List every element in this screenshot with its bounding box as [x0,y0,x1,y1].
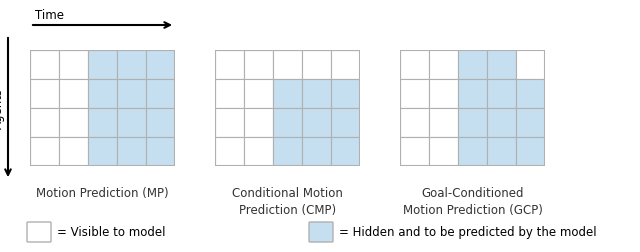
Bar [302,137,331,166]
Bar [400,108,429,137]
Bar [458,79,487,108]
Bar [516,108,545,137]
Bar [215,108,244,137]
Bar [487,79,516,108]
Bar [487,137,516,166]
Bar [516,137,545,166]
Bar [458,137,487,166]
Bar [331,108,360,137]
Bar [117,108,146,137]
Bar [516,50,545,79]
Bar [117,137,146,166]
FancyBboxPatch shape [27,222,51,242]
Text: = Hidden and to be predicted by the model: = Hidden and to be predicted by the mode… [339,226,596,239]
Bar [59,79,88,108]
Text: Time: Time [35,9,64,22]
Bar [30,79,59,108]
Bar [331,137,360,166]
Bar [215,79,244,108]
Bar [146,137,175,166]
Bar [59,108,88,137]
Bar [400,79,429,108]
Bar [244,79,273,108]
Bar [30,50,59,79]
Bar [273,108,302,137]
Bar [331,50,360,79]
Bar [30,137,59,166]
Bar [400,50,429,79]
Text: Motion Prediction (MP): Motion Prediction (MP) [36,186,169,199]
Bar [429,137,458,166]
Bar [215,50,244,79]
Text: Agents: Agents [0,88,4,129]
Bar [458,50,487,79]
Bar [273,50,302,79]
Bar [244,108,273,137]
Bar [429,50,458,79]
Bar [215,137,244,166]
Bar [429,108,458,137]
Bar [146,79,175,108]
Bar [117,79,146,108]
Bar [88,50,117,79]
Bar [59,137,88,166]
Bar [429,79,458,108]
Bar [302,108,331,137]
Bar [88,108,117,137]
Bar [302,50,331,79]
Bar [302,79,331,108]
Bar [88,79,117,108]
Text: Goal-Conditioned
Motion Prediction (GCP): Goal-Conditioned Motion Prediction (GCP) [403,186,543,216]
Bar [400,137,429,166]
Bar [88,137,117,166]
Bar [117,50,146,79]
Bar [30,108,59,137]
Text: Conditional Motion
Prediction (CMP): Conditional Motion Prediction (CMP) [232,186,343,216]
Text: = Visible to model: = Visible to model [57,226,166,239]
FancyBboxPatch shape [309,222,333,242]
Bar [146,50,175,79]
Bar [59,50,88,79]
Bar [331,79,360,108]
Bar [516,79,545,108]
Bar [273,79,302,108]
Bar [146,108,175,137]
Bar [487,108,516,137]
Bar [244,137,273,166]
Bar [273,137,302,166]
Bar [244,50,273,79]
Bar [458,108,487,137]
Bar [487,50,516,79]
